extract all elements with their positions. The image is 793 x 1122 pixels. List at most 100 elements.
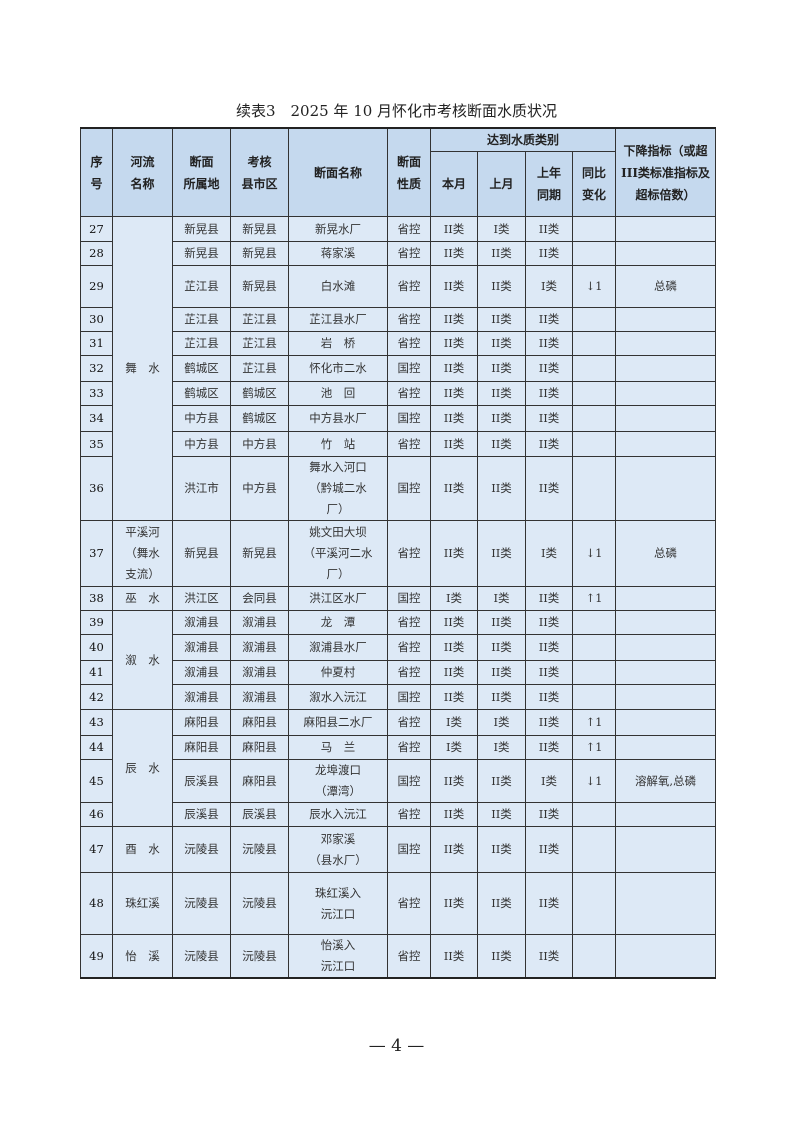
cell-change: ↓1 [571,759,617,803]
cell-last-month: II类 [477,610,526,635]
table-row: 29 芷江县 新晃县 白水滩 省控 II类 II类 I类 ↓1 总磷 [80,265,717,308]
cell-river: 怡 溪 [112,934,173,979]
cell-last-month: II类 [477,431,526,457]
cell-last-year: I类 [525,265,573,308]
cell-county: 新晃县 [230,520,289,587]
cell-indicator [615,735,717,760]
cell-this-month: II类 [430,307,478,332]
cell-location: 溆浦县 [172,634,231,661]
cell-indicator [615,431,717,457]
cell-this-month: II类 [430,872,478,935]
header-name: 断面名称 [288,127,388,217]
cell-this-month: II类 [430,802,478,827]
cell-nature: 省控 [387,431,431,457]
cell-this-month: II类 [430,331,478,356]
cell-last-year: II类 [525,634,573,661]
cell-location: 沅陵县 [172,826,231,873]
table-row: 38 巫 水洪江区 会同县 洪江区水厂 国控 I类 I类 II类 ↑1 [80,586,717,611]
cell-no: 32 [80,355,113,382]
cell-change [571,684,617,710]
cell-location: 新晃县 [172,520,231,587]
cell-location: 沅陵县 [172,934,231,979]
cell-no: 34 [80,405,113,432]
cell-no: 29 [80,265,113,308]
cell-county: 中方县 [230,456,289,521]
cell-section-name: 辰水入沅江 [288,802,388,827]
cell-last-year: II类 [525,331,573,356]
cell-section-name: 珠红溪入 沅江口 [288,872,388,935]
cell-location: 溆浦县 [172,684,231,710]
cell-section-name: 池 回 [288,381,388,406]
table-row: 41 溆浦县 溆浦县 仲夏村 省控 II类 II类 II类 [80,660,717,685]
cell-last-month: II类 [477,826,526,873]
cell-county: 麻阳县 [230,709,289,736]
cell-change [571,431,617,457]
cell-last-year: II类 [525,826,573,873]
cell-last-year: II类 [525,735,573,760]
cell-section-name: 姚文田大坝 （平溪河二水 厂） [288,520,388,587]
cell-last-year: II类 [525,216,573,242]
cell-county: 新晃县 [230,241,289,266]
cell-location: 溆浦县 [172,660,231,685]
cell-last-year: II类 [525,610,573,635]
cell-river: 巫 水 [112,586,173,611]
cell-nature: 国控 [387,759,431,803]
cell-change [571,405,617,432]
cell-section-name: 蒋家溪 [288,241,388,266]
cell-indicator [615,934,717,979]
cell-no: 49 [80,934,113,979]
table-row: 37 平溪河 （舞水 支流） 新晃县 新晃县 姚文田大坝 （平溪河二水 厂） 省控 II类 I… [80,520,717,587]
cell-location: 中方县 [172,405,231,432]
cell-no: 31 [80,331,113,356]
cell-county: 芷江县 [230,307,289,332]
cell-county: 会同县 [230,586,289,611]
cell-nature: 省控 [387,634,431,661]
cell-last-month: I类 [477,216,526,242]
header-no: 序 号 [80,127,113,217]
cell-nature: 省控 [387,520,431,587]
cell-location: 溆浦县 [172,610,231,635]
cell-change: ↑1 [571,735,617,760]
cell-this-month: II类 [430,265,478,308]
cell-location: 中方县 [172,431,231,457]
header-county: 考核 县市区 [230,127,289,217]
cell-indicator [615,216,717,242]
header-nature: 断面 性质 [387,127,431,217]
header-quality-group: 达到水质类别 [429,127,617,152]
cell-last-month: II类 [477,381,526,406]
cell-this-month: II类 [430,381,478,406]
cell-this-month: II类 [430,634,478,661]
cell-last-month: II类 [477,520,526,587]
cell-location: 新晃县 [172,216,231,242]
cell-nature: 省控 [387,735,431,760]
cell-nature: 省控 [387,610,431,635]
cell-nature: 省控 [387,241,431,266]
cell-last-year: II类 [525,405,573,432]
cell-no: 28 [80,241,113,266]
cell-last-year: I类 [525,759,573,803]
table-row: 46 辰溪县 辰溪县 辰水入沅江 省控 II类 II类 II类 [80,802,717,827]
cell-change [571,934,617,979]
cell-section-name: 溆浦县水厂 [288,634,388,661]
cell-last-year: II类 [525,872,573,935]
cell-indicator [615,241,717,266]
table-row: 32 鹤城区 芷江县 怀化市二水 国控 II类 II类 II类 [80,355,717,382]
cell-section-name: 舞水入河口 （黔城二水 厂） [288,456,388,521]
cell-indicator [615,307,717,332]
cell-nature: 国控 [387,586,431,611]
cell-no: 30 [80,307,113,332]
cell-indicator [615,684,717,710]
cell-location: 芷江县 [172,307,231,332]
cell-change [571,381,617,406]
cell-indicator [615,610,717,635]
table-row: 40 溆浦县 溆浦县 溆浦县水厂 省控 II类 II类 II类 [80,634,717,661]
cell-indicator: 溶解氧,总磷 [615,759,717,803]
cell-indicator [615,456,717,521]
cell-county: 辰溪县 [230,802,289,827]
cell-change [571,872,617,935]
cell-last-month: II类 [477,872,526,935]
cell-no: 38 [80,586,113,611]
cell-county: 溆浦县 [230,634,289,661]
cell-this-month: II类 [430,660,478,685]
